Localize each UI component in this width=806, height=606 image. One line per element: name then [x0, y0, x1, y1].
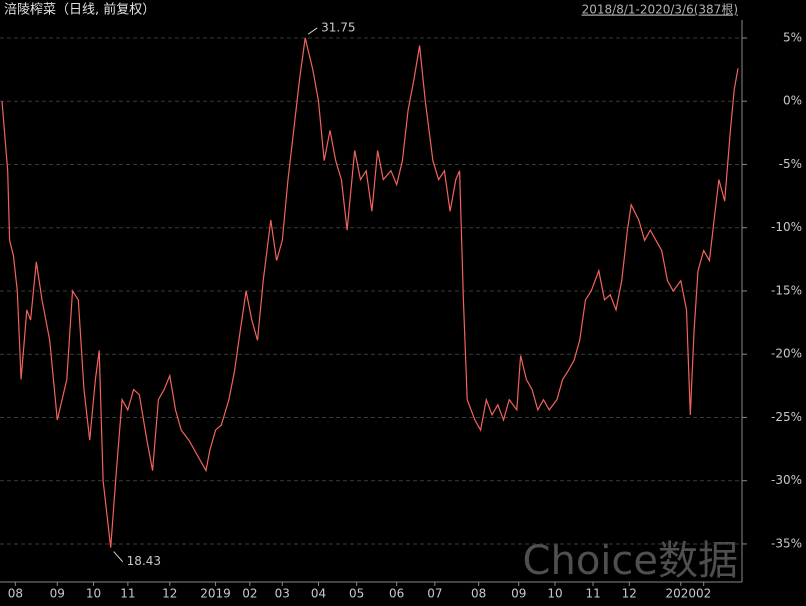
- date-range: 2018/8/1-2020/3/6(387根): [582, 3, 738, 17]
- x-tick-label: 10: [547, 587, 562, 601]
- x-tick-label: 08: [471, 587, 486, 601]
- watermark: Choice数据: [523, 538, 738, 584]
- x-tick-label: 10: [86, 587, 101, 601]
- x-tick-label: 2019: [200, 587, 231, 601]
- y-tick-label: -15%: [771, 283, 802, 297]
- x-tick-label: 04: [311, 587, 326, 601]
- x-tick-label: 06: [389, 587, 404, 601]
- annotation-arrow: [113, 551, 124, 563]
- x-tick-label: 03: [275, 587, 290, 601]
- y-tick-label: 0%: [783, 94, 802, 108]
- y-tick-label: -20%: [771, 347, 802, 361]
- x-tick-label: 12: [162, 587, 177, 601]
- x-tick-label: 09: [511, 587, 526, 601]
- x-tick-label: 02: [696, 587, 711, 601]
- y-tick-label: -10%: [771, 220, 802, 234]
- x-tick-label: 12: [622, 587, 637, 601]
- y-tick-label: -5%: [779, 157, 802, 171]
- x-tick-label: 08: [8, 587, 23, 601]
- price-line: [1, 37, 739, 548]
- annotation-label: 31.75: [321, 20, 355, 34]
- y-tick-label: -25%: [771, 410, 802, 424]
- x-tick-label: 2020: [666, 587, 697, 601]
- x-tick-label: 09: [50, 587, 65, 601]
- x-tick-label: 05: [349, 587, 364, 601]
- annotation-arrow: [307, 27, 318, 35]
- y-tick-label: 5%: [783, 30, 802, 44]
- x-tick-label: 11: [585, 587, 600, 601]
- x-tick-label: 02: [242, 587, 257, 601]
- x-tick-label: 07: [427, 587, 442, 601]
- y-tick-label: -35%: [771, 536, 802, 550]
- y-tick-label: -30%: [771, 473, 802, 487]
- chart-title: 涪陵榨菜（日线, 前复权）: [4, 2, 155, 18]
- x-tick-label: 11: [120, 587, 135, 601]
- annotation-label: 18.43: [127, 554, 161, 568]
